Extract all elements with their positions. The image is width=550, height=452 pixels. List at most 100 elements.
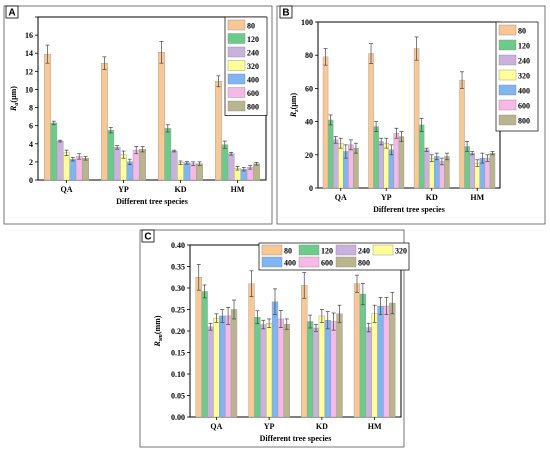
legend: 80 120 240 320 400 600 800 [224, 16, 268, 116]
bar [322, 56, 329, 189]
bar [189, 163, 197, 181]
bar [207, 326, 214, 418]
y-axis-label: Ra(μm) [9, 86, 20, 112]
bar [324, 320, 331, 418]
bar [277, 318, 285, 418]
legend-swatch [372, 244, 394, 256]
panel-b: B 0 20 40 60 80 100 Rz(μm) Different tree specie… [276, 5, 546, 225]
y-tick-label: 0.20 [171, 327, 185, 336]
bar [271, 301, 279, 418]
legend-label: 240 [358, 247, 370, 256]
bar [50, 122, 58, 181]
x-tick-label: HM [231, 185, 245, 194]
y-tick-label: 6 [29, 122, 33, 131]
legend-swatch [335, 256, 357, 268]
y-tick-label: 16 [25, 31, 33, 40]
bar [429, 157, 435, 189]
panel-letter: C [144, 232, 151, 243]
bar [101, 62, 108, 181]
y-tick-label: 14 [25, 49, 33, 58]
legend-label: 400 [247, 76, 259, 85]
x-tick-label: YP [118, 185, 129, 194]
bar [434, 156, 440, 189]
panel-frame [276, 5, 546, 225]
x-axis-label: Different tree species [116, 197, 188, 206]
bar [330, 321, 337, 418]
x-tick-label: QA [210, 422, 222, 431]
bar [353, 147, 359, 189]
x-tick-label: YP [264, 422, 275, 431]
x-axis-label: Different tree species [373, 205, 445, 214]
y-tick-label: 0.05 [171, 392, 185, 401]
bar [230, 309, 238, 418]
x-tick-label: KD [426, 193, 438, 202]
bar [196, 163, 203, 181]
bar [371, 313, 378, 418]
bar [377, 305, 384, 418]
bar [368, 53, 374, 189]
legend-label: 80 [518, 27, 526, 36]
panel-frame [139, 229, 405, 448]
bar [219, 315, 226, 418]
bar [82, 158, 89, 181]
legend-swatch [498, 114, 517, 126]
bar [388, 149, 395, 189]
legend-label: 120 [518, 42, 530, 51]
legend-label: 400 [518, 87, 530, 96]
bar [398, 136, 405, 189]
bar [338, 142, 344, 189]
bar [312, 327, 320, 418]
bar [56, 140, 64, 181]
panel-c: C 0.00 0.05 0.10 0.15 0.20 0.25 0.30 0.35 0.40 Rsm… [139, 229, 410, 448]
legend-swatch [227, 73, 246, 85]
y-tick-label: 0 [309, 184, 313, 193]
y-axis-label: Rz(μm) [289, 93, 300, 119]
x-tick-label: KD [316, 422, 328, 431]
panel-letter-box [279, 5, 293, 19]
bar [201, 291, 208, 418]
x-axis-label: Different tree species [260, 434, 332, 443]
panel-letter: B [282, 8, 289, 19]
y-tick-label: 60 [305, 84, 313, 93]
bar [183, 162, 191, 181]
legend-label: 800 [518, 117, 530, 126]
y-tick-label: 8 [29, 104, 33, 113]
bar [378, 141, 384, 189]
bar [383, 305, 390, 418]
bar [164, 128, 172, 181]
bar [224, 315, 232, 418]
panel-frame [3, 5, 273, 225]
legend-label: 800 [358, 259, 370, 268]
panel-letter-box [141, 229, 155, 243]
bar [464, 146, 470, 189]
y-tick-label: 100 [301, 18, 313, 27]
y-tick-label: 10 [25, 85, 33, 94]
bar [69, 158, 77, 181]
legend-swatch [335, 244, 357, 256]
legend-label: 600 [247, 89, 259, 98]
bar [158, 52, 165, 181]
bar [170, 150, 178, 181]
y-tick-label: 2 [29, 158, 33, 167]
bar [260, 324, 267, 418]
bar [365, 327, 372, 418]
bar [113, 147, 121, 181]
bar [132, 149, 140, 181]
bar [423, 149, 430, 189]
bar [248, 283, 255, 418]
x-tick-label: QA [61, 185, 73, 194]
bar [107, 129, 115, 181]
legend-swatch [298, 256, 320, 268]
x-tick-label: YP [381, 193, 392, 202]
bar [327, 119, 334, 189]
panel-a: A 0 2 4 6 8 10 12 14 16 Ra(μm) Different tree speci… [3, 5, 273, 225]
legend-swatch [498, 24, 517, 36]
bar [177, 162, 184, 181]
y-tick-label: 20 [305, 151, 313, 160]
bar [359, 293, 367, 418]
legend-swatch [498, 84, 517, 96]
legend-label: 320 [518, 72, 530, 81]
legend-swatch [227, 19, 246, 31]
bar [318, 315, 326, 418]
